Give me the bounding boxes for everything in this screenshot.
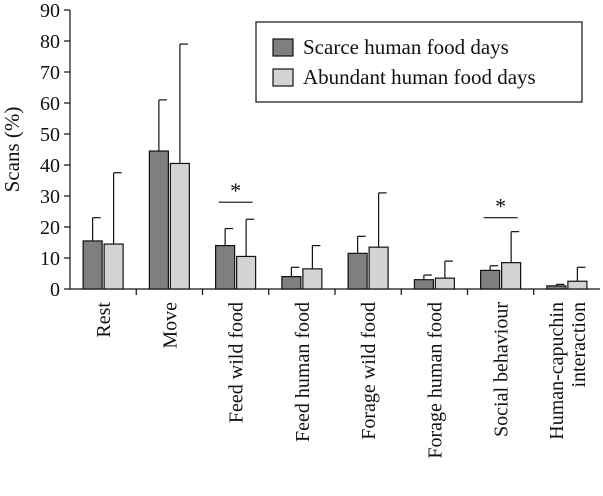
y-tick-label: 90 — [40, 0, 60, 22]
category-group — [546, 266, 588, 290]
bar-scarce — [281, 276, 302, 290]
bar-scarce — [546, 285, 567, 290]
y-tick-label: 20 — [40, 217, 60, 239]
legend-swatch — [272, 38, 294, 57]
category-group — [281, 245, 323, 290]
bar-scarce — [347, 252, 368, 290]
legend: Scarce human food days Abundant human foo… — [255, 21, 583, 103]
bar-abundant — [501, 262, 522, 290]
bars-layer: ** — [82, 43, 588, 290]
bar-scarce — [413, 279, 434, 290]
category-group — [347, 192, 389, 290]
bar-scarce — [215, 245, 236, 290]
category-label: Feed human food — [292, 302, 314, 442]
bar-abundant — [368, 246, 389, 290]
y-tick-label: 60 — [40, 93, 60, 115]
bar-abundant — [103, 243, 124, 290]
category-label: Social behaviour — [491, 302, 513, 437]
bar-abundant — [236, 255, 257, 290]
significance-marker: * — [495, 194, 506, 219]
legend-label: Abundant human food days — [303, 65, 536, 89]
y-tick-label: 10 — [40, 248, 60, 270]
bar-abundant — [169, 162, 190, 290]
bar-scarce — [480, 269, 501, 290]
significance-marker: * — [230, 178, 241, 203]
category-label: Forage wild food — [358, 302, 380, 440]
legend-box — [255, 21, 583, 103]
category-label: Move — [159, 302, 181, 349]
bar-abundant — [567, 280, 588, 290]
category-labels-layer: Rest Move Feed wild food Feed human food For… — [93, 302, 590, 459]
y-tick-label: 30 — [40, 186, 60, 208]
category-group — [148, 43, 190, 290]
legend-label: Scarce human food days — [303, 35, 509, 59]
category-label: Rest — [93, 302, 115, 338]
y-tick-label: 70 — [40, 62, 60, 84]
y-tick-label: 50 — [40, 124, 60, 146]
category-label: Forage human food — [424, 302, 446, 459]
bar-abundant — [302, 268, 323, 290]
legend-swatch — [272, 68, 294, 87]
category-group — [480, 231, 522, 290]
bar-abundant — [434, 277, 455, 290]
bar-scarce — [148, 150, 169, 290]
y-axis-title: Scans (%) — [0, 107, 24, 193]
category-label: interaction — [568, 302, 590, 388]
y-tick-label: 40 — [40, 155, 60, 177]
category-label: Human-capuchin — [546, 302, 568, 440]
y-tick-label: 80 — [40, 31, 60, 53]
category-group — [215, 218, 257, 290]
category-group — [413, 260, 455, 290]
axes-layer: 0 10 20 30 40 50 60 70 80 90 Scans (%) — [0, 0, 600, 301]
y-tick-label: 0 — [50, 279, 60, 301]
bar-scarce — [82, 240, 103, 290]
category-label: Feed wild food — [226, 302, 248, 423]
category-group — [82, 172, 124, 290]
